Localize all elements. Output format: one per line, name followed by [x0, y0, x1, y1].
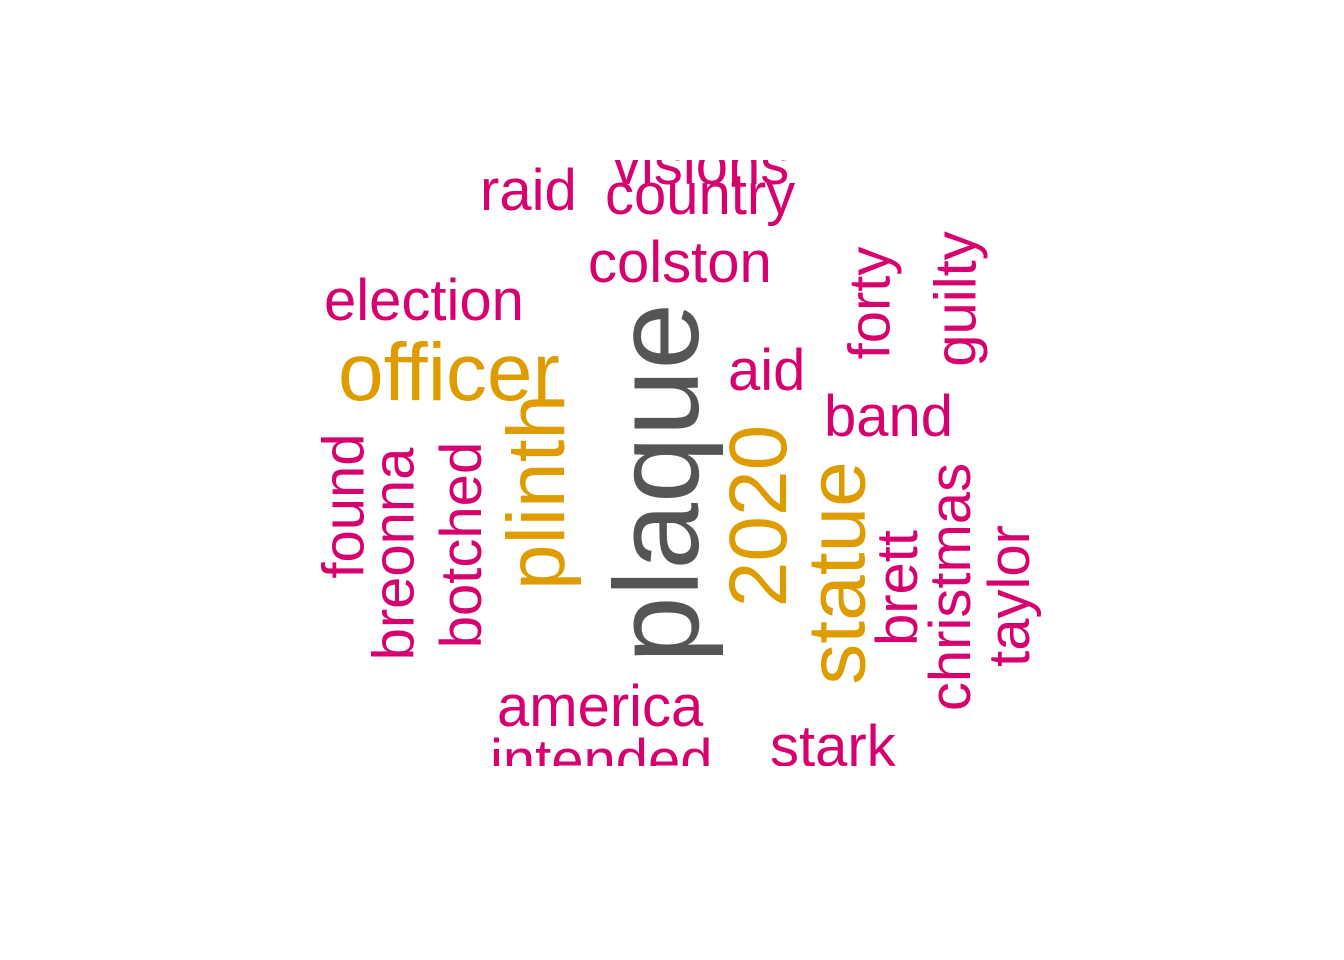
word-raid: raid: [480, 160, 577, 223]
word-forty: forty: [837, 246, 903, 360]
word-country: country: [605, 162, 796, 227]
word-2020: 2020: [713, 424, 805, 608]
word-christmas: christmas: [918, 462, 984, 712]
word-officer: officer: [338, 327, 560, 418]
word-election: election: [324, 268, 524, 333]
word-taylor: taylor: [976, 525, 1042, 667]
word-visions: visions: [612, 160, 790, 197]
word-band: band: [824, 384, 954, 449]
word-intended: intended: [490, 728, 713, 767]
word-plaque: plaque: [590, 302, 725, 664]
word-breonna: breonna: [361, 447, 427, 661]
word-plinth: plinth: [491, 393, 583, 591]
word-cloud: visions raid country colston election of…: [300, 160, 1060, 766]
word-aid: aid: [728, 338, 806, 403]
word-america: america: [497, 674, 704, 739]
word-guilty: guilty: [923, 231, 989, 367]
word-colston: colston: [588, 230, 772, 295]
word-botched: botched: [429, 441, 495, 649]
word-stark: stark: [770, 714, 896, 767]
